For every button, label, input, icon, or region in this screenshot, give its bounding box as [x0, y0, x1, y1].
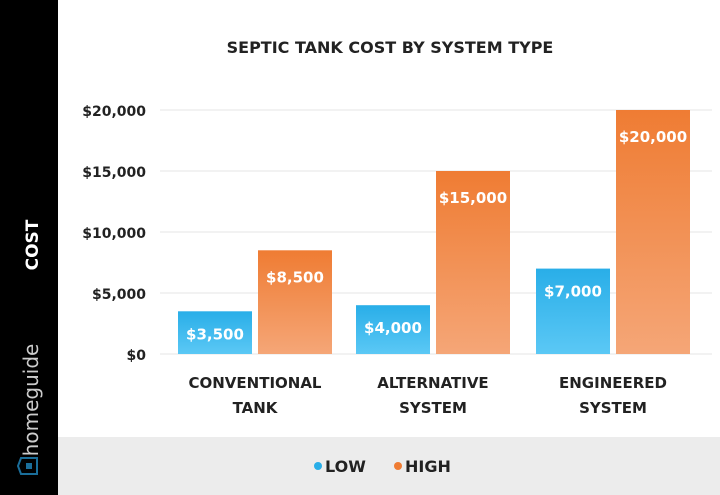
bar-data-label: $4,000	[364, 319, 422, 337]
bar-data-label: $15,000	[439, 189, 507, 207]
y-tick-label: $5,000	[92, 287, 146, 303]
bar-low	[356, 305, 430, 354]
legend-background	[58, 437, 720, 495]
y-tick-label: $15,000	[82, 165, 146, 181]
legend-marker-high	[394, 462, 402, 470]
sidebar	[0, 0, 58, 495]
x-category-label: ENGINEERED	[559, 374, 667, 392]
brand-logo-text: homeguide	[19, 344, 43, 457]
bar-low	[536, 268, 610, 354]
legend-label: HIGH	[405, 457, 451, 476]
bar-data-label: $7,000	[544, 283, 602, 301]
x-category-label: TANK	[233, 399, 279, 417]
x-category-label: SYSTEM	[399, 399, 467, 417]
bar-high	[436, 171, 510, 354]
x-category-label: SYSTEM	[579, 399, 647, 417]
legend-marker-low	[314, 462, 322, 470]
bar-high	[616, 110, 690, 354]
bar-data-label: $20,000	[619, 128, 687, 146]
x-category-label: ALTERNATIVE	[377, 374, 488, 392]
bar-low	[178, 311, 252, 354]
bar-high	[258, 250, 332, 354]
y-tick-label: $10,000	[82, 226, 146, 242]
bar-data-label: $8,500	[266, 268, 324, 286]
legend-label: LOW	[325, 457, 366, 476]
y-tick-label: $0	[127, 348, 147, 364]
brand-house-icon	[16, 457, 38, 475]
y-axis-label: COST	[23, 219, 43, 270]
chart-title: SEPTIC TANK COST BY SYSTEM TYPE	[227, 38, 554, 57]
x-category-label: CONVENTIONAL	[188, 374, 321, 392]
bar-data-label: $3,500	[186, 325, 244, 343]
y-tick-label: $20,000	[82, 104, 146, 120]
